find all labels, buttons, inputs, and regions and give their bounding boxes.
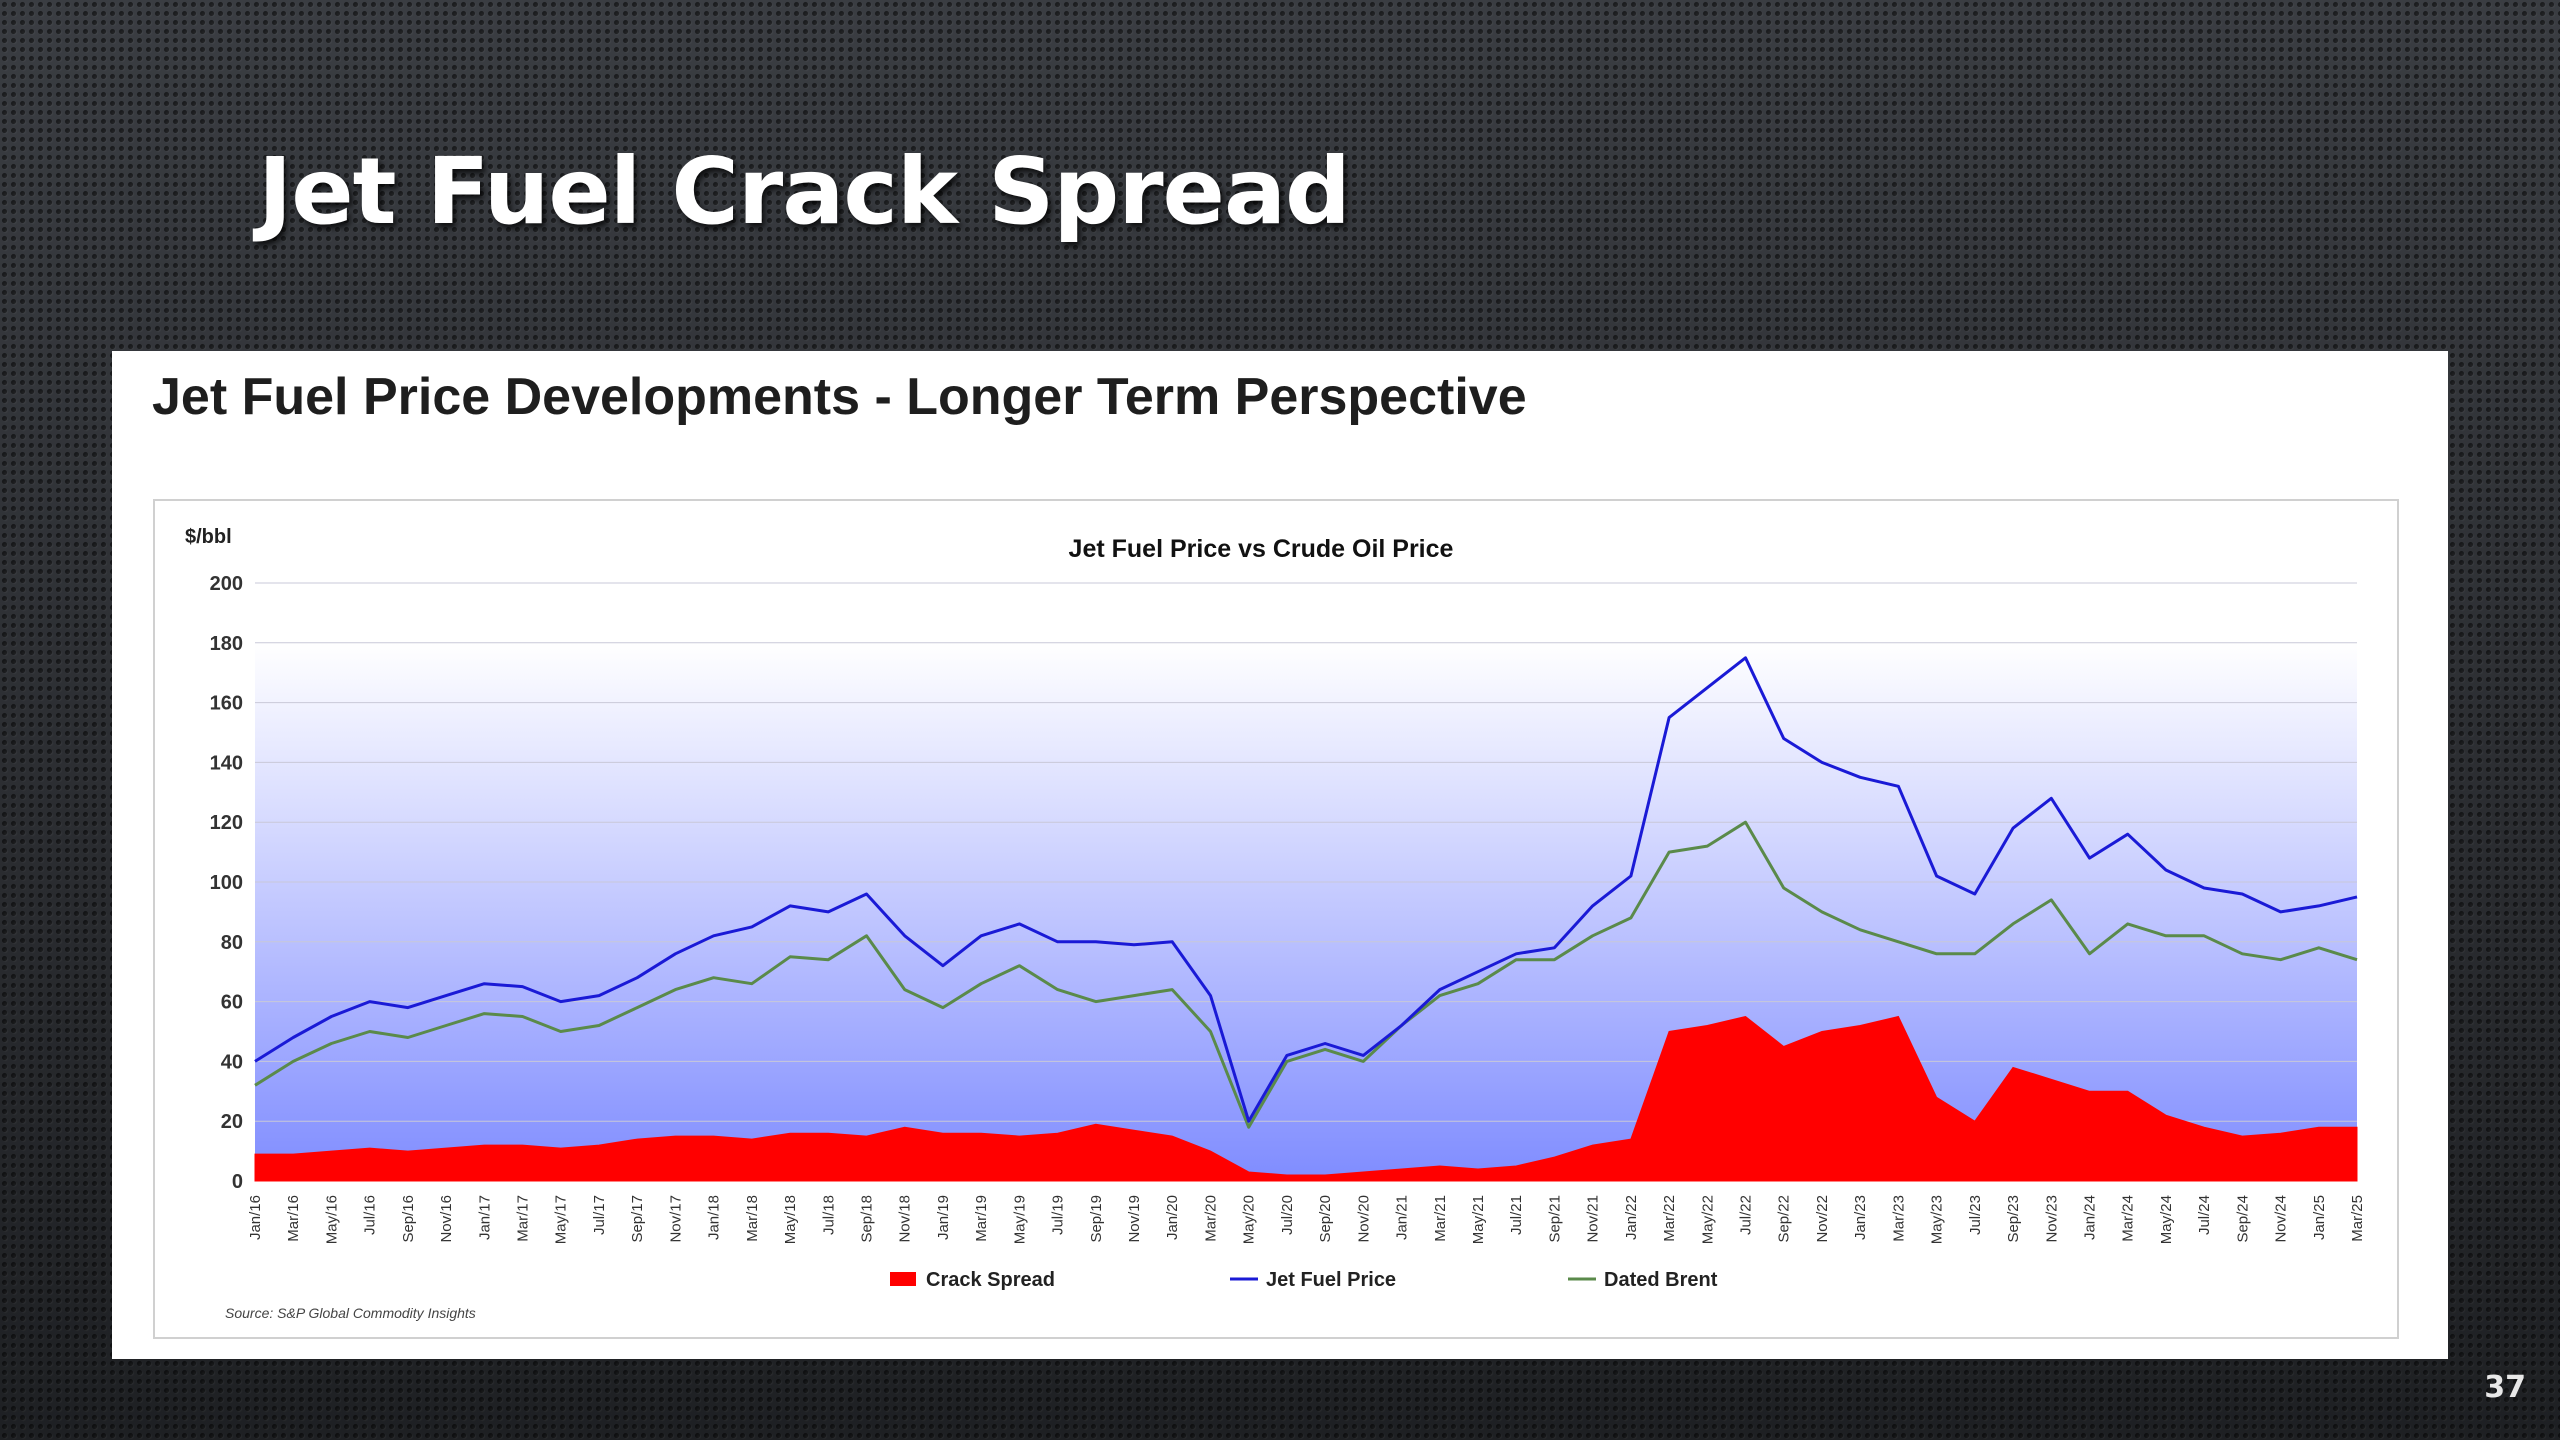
legend: Crack Spread Jet Fuel Price Dated Brent: [890, 1269, 1718, 1291]
legend-label: Jet Fuel Price: [1266, 1269, 1396, 1291]
x-tick-label: Jul/20: [1279, 1195, 1296, 1235]
x-tick-label: May/21: [1470, 1195, 1487, 1244]
x-tick-label: Sep/22: [1776, 1195, 1793, 1243]
y-tick-label: 200: [210, 573, 243, 595]
x-tick-label: Jul/21: [1508, 1195, 1525, 1235]
x-tick-label: Mar/24: [2120, 1195, 2137, 1242]
series-layer: [254, 656, 2358, 1182]
x-tick-label: Jul/16: [362, 1195, 379, 1235]
y-tick-label: 100: [210, 872, 243, 894]
x-tick-label: Mar/16: [285, 1195, 302, 1242]
x-tick-label: May/22: [1699, 1195, 1716, 1244]
x-tick-label: Jul/19: [1050, 1195, 1067, 1235]
x-tick-label: Nov/24: [2273, 1195, 2290, 1243]
x-tick-label: Nov/20: [1355, 1195, 1372, 1243]
jet-fuel-price-line: [254, 656, 2358, 1123]
x-tick-label: Mar/19: [973, 1195, 990, 1242]
x-tick-label: Mar/17: [515, 1195, 532, 1242]
slide-title: Jet Fuel Crack Spread: [258, 138, 1351, 245]
x-tick-label: Mar/18: [744, 1195, 761, 1242]
x-tick-label: Mar/23: [1890, 1195, 1907, 1242]
legend-label: Dated Brent: [1604, 1269, 1718, 1291]
x-tick-label: May/19: [1011, 1195, 1028, 1244]
chart-panel: Jet Fuel Price Developments - Longer Ter…: [112, 351, 2448, 1359]
x-tick-label: Jan/20: [1164, 1195, 1181, 1240]
x-tick-label: Sep/24: [2234, 1195, 2251, 1243]
x-tick-label: Sep/23: [2005, 1195, 2022, 1243]
x-tick-label: May/23: [1929, 1195, 1946, 1244]
x-tick-label: Jan/17: [476, 1195, 493, 1240]
source-note: Source: S&P Global Commodity Insights: [225, 1305, 476, 1321]
x-tick-label: Jul/17: [591, 1195, 608, 1235]
x-tick-label: May/18: [782, 1195, 799, 1244]
x-tick-label: Nov/16: [438, 1195, 455, 1243]
x-tick-label: Jan/18: [706, 1195, 723, 1240]
x-tick-label: Mar/22: [1661, 1195, 1678, 1242]
x-axis-ticks: Jan/16 Mar/16 May/16 Jul/16 Sep/16 Nov/16 Jan/…: [247, 1195, 2366, 1244]
x-tick-label: May/20: [1241, 1195, 1258, 1244]
panel-heading: Jet Fuel Price Developments - Longer Ter…: [152, 368, 1527, 426]
y-tick-label: 160: [210, 693, 243, 715]
x-tick-label: May/16: [323, 1195, 340, 1244]
x-tick-label: Jan/25: [2311, 1195, 2328, 1240]
x-tick-label: Mar/21: [1432, 1195, 1449, 1242]
x-tick-label: Nov/19: [1126, 1195, 1143, 1243]
x-tick-label: Sep/17: [629, 1195, 646, 1243]
x-tick-label: Mar/25: [2349, 1195, 2366, 1242]
x-tick-label: Nov/17: [667, 1195, 684, 1243]
y-axis-unit-label: $/bbl: [185, 526, 232, 548]
y-tick-label: 140: [210, 752, 243, 774]
crack-spread-area: [254, 1015, 2358, 1182]
x-tick-label: Jan/23: [1852, 1195, 1869, 1240]
legend-label: Crack Spread: [926, 1269, 1055, 1291]
x-tick-label: Nov/22: [1814, 1195, 1831, 1243]
x-tick-label: Sep/19: [1088, 1195, 1105, 1243]
x-tick-label: Sep/18: [858, 1195, 875, 1243]
x-tick-label: Nov/18: [897, 1195, 914, 1243]
y-tick-label: 0: [232, 1171, 243, 1193]
x-tick-label: Jan/16: [247, 1195, 264, 1240]
y-tick-label: 80: [221, 932, 243, 954]
x-tick-label: Mar/20: [1202, 1195, 1219, 1242]
chart-frame: 0 20 40 60 80 100 120 140 160 180 200 Jan/16 Mar/16…: [153, 499, 2399, 1339]
y-tick-label: 20: [221, 1111, 243, 1133]
x-tick-label: May/17: [553, 1195, 570, 1244]
x-tick-label: Sep/21: [1546, 1195, 1563, 1243]
y-tick-label: 180: [210, 633, 243, 655]
y-axis-ticks: 0 20 40 60 80 100 120 140 160 180 200: [210, 573, 243, 1193]
x-tick-label: Jan/22: [1623, 1195, 1640, 1240]
y-tick-label: 120: [210, 812, 243, 834]
x-tick-label: Sep/20: [1317, 1195, 1334, 1243]
y-tick-label: 40: [221, 1051, 243, 1073]
x-tick-label: Nov/21: [1585, 1195, 1602, 1243]
x-tick-label: Jul/24: [2196, 1195, 2213, 1235]
x-tick-label: Jan/19: [935, 1195, 952, 1240]
page-number: 37: [2484, 1370, 2526, 1405]
x-tick-label: Jul/22: [1738, 1195, 1755, 1235]
chart-title: Jet Fuel Price vs Crude Oil Price: [1069, 535, 1454, 563]
x-tick-label: Jan/24: [2081, 1195, 2098, 1240]
gridlines: [255, 582, 2357, 1182]
legend-swatch-crack-spread: [890, 1272, 916, 1286]
dated-brent-line: [254, 820, 2358, 1129]
x-tick-label: Jul/23: [1967, 1195, 1984, 1235]
y-tick-label: 60: [221, 992, 243, 1014]
x-tick-label: Jan/21: [1394, 1195, 1411, 1240]
x-tick-label: Sep/16: [400, 1195, 417, 1243]
x-tick-label: May/24: [2158, 1195, 2175, 1244]
x-tick-label: Jul/18: [820, 1195, 837, 1235]
x-tick-label: Nov/23: [2043, 1195, 2060, 1243]
jet-fuel-chart: 0 20 40 60 80 100 120 140 160 180 200 Jan/16 Mar/16…: [185, 526, 2366, 1321]
